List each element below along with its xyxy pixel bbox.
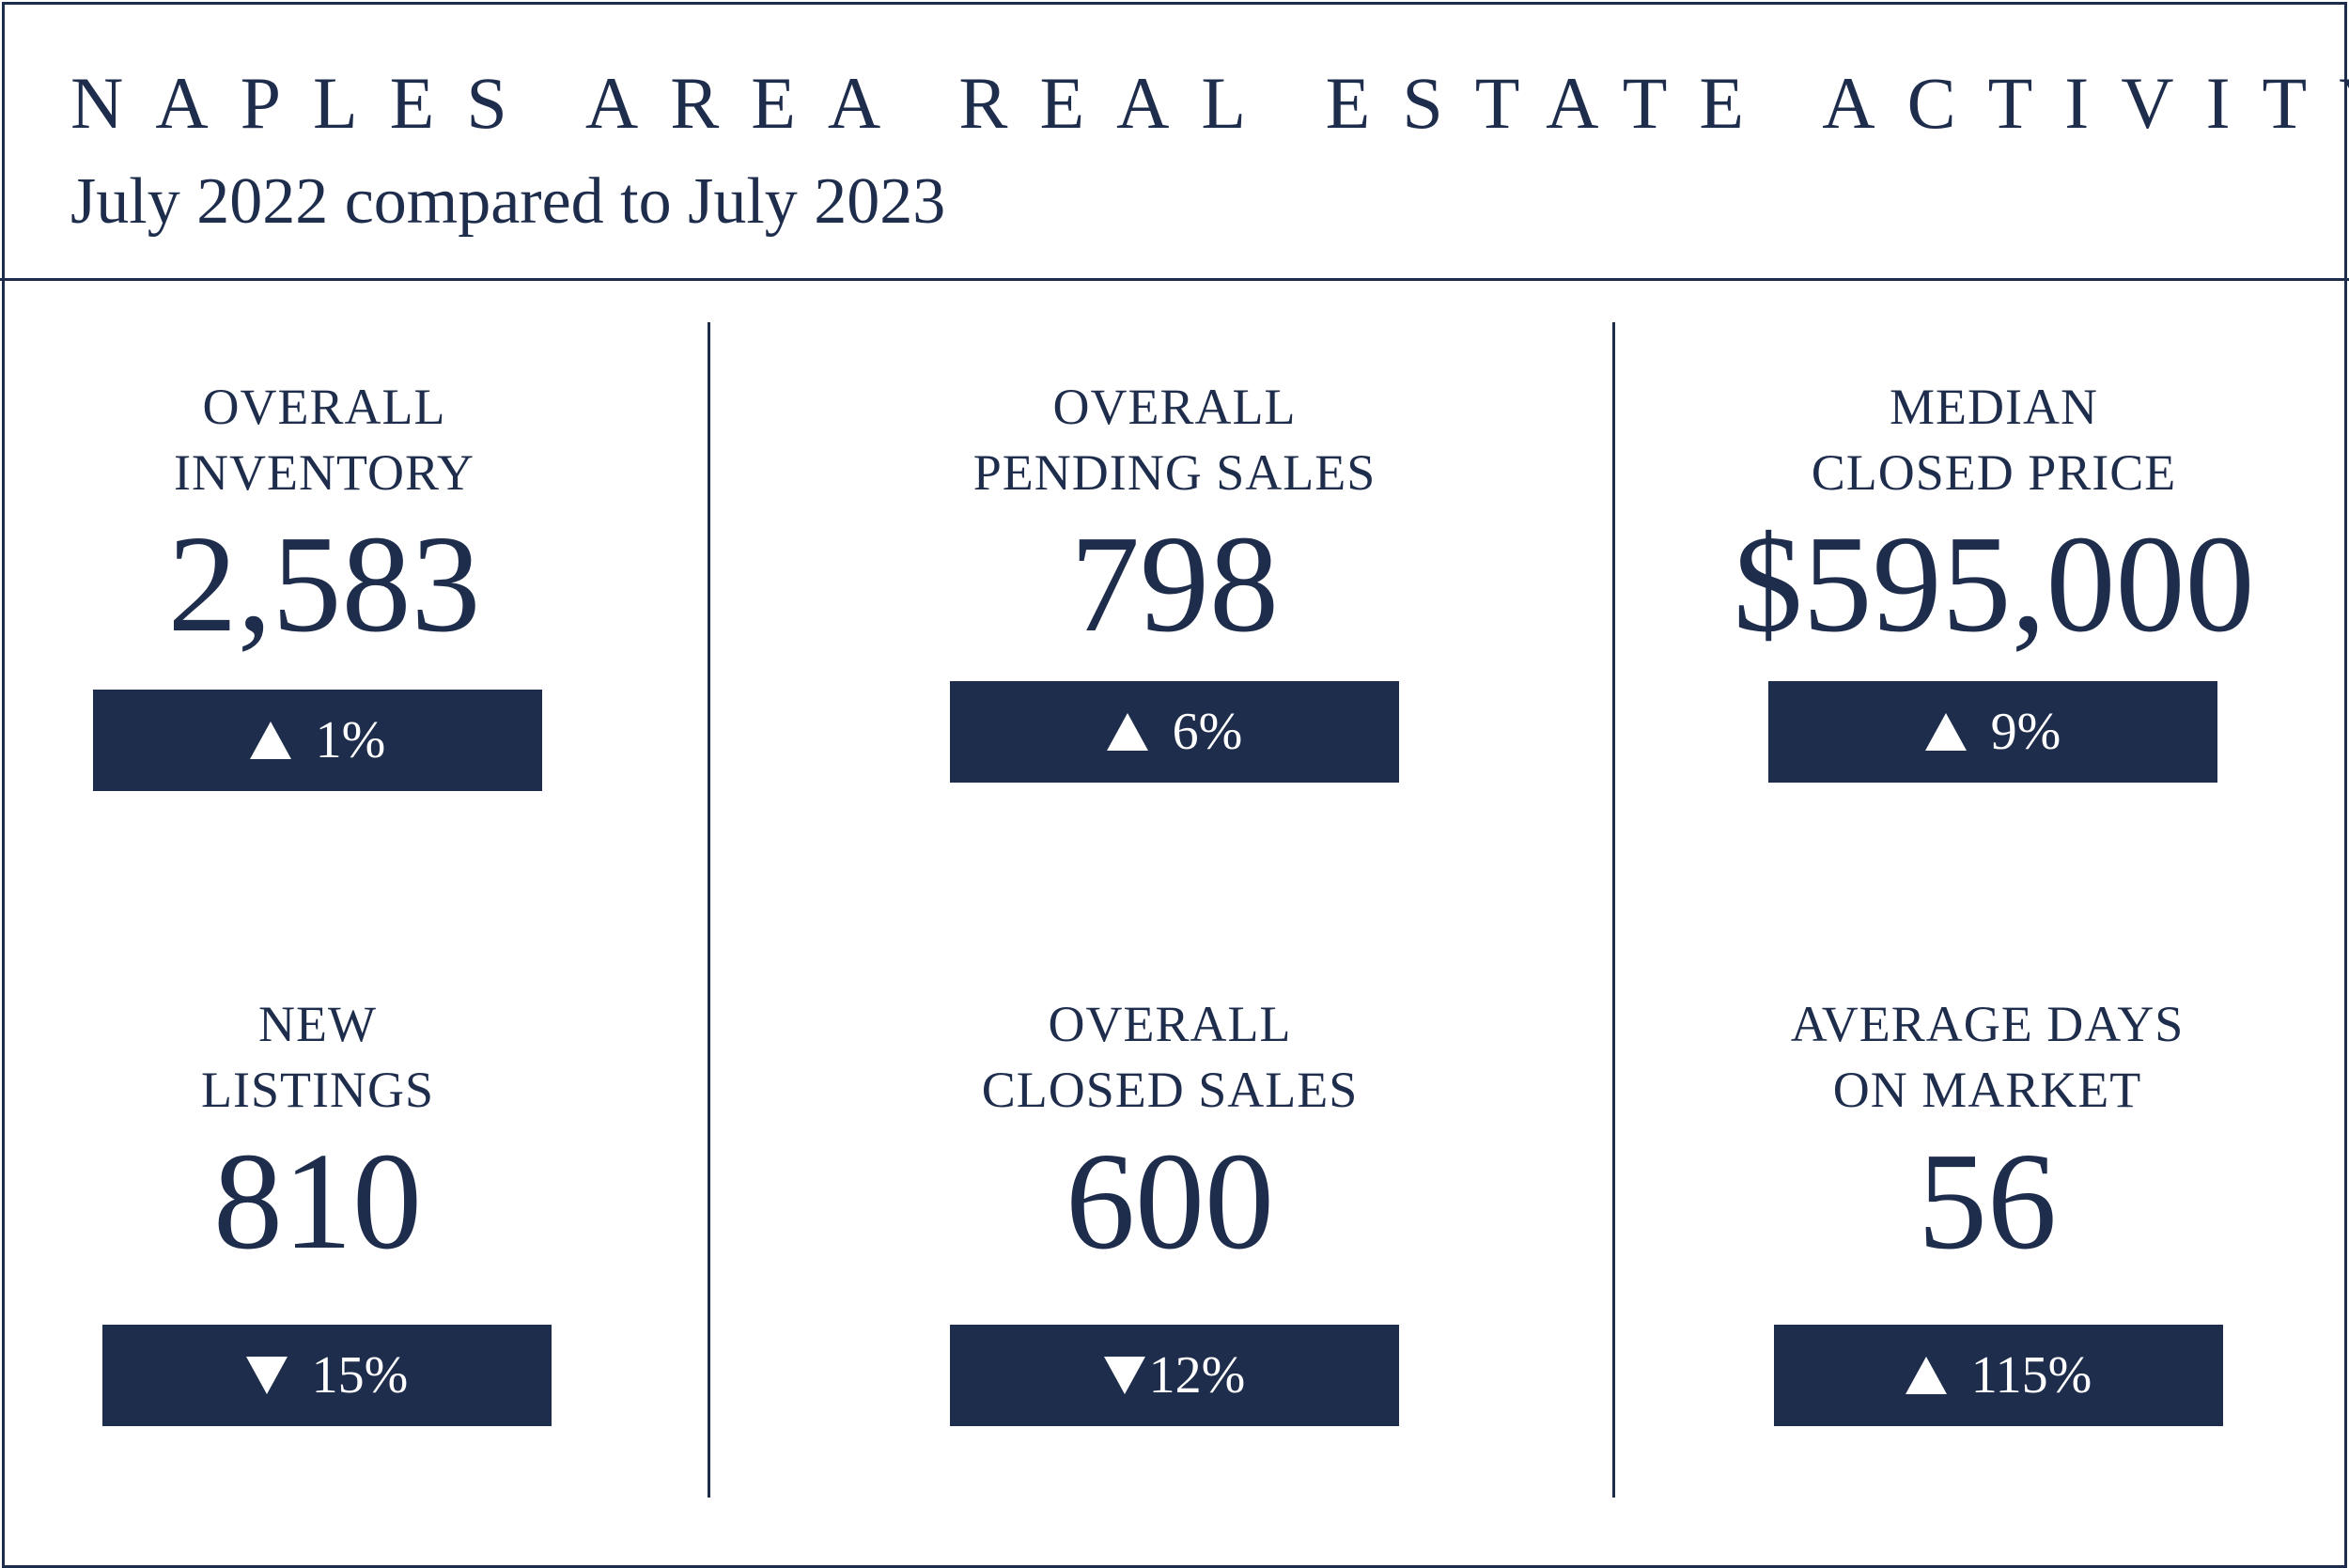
metric-value: $595,000 xyxy=(1733,507,2255,661)
metric-label-line: OVERALL xyxy=(202,379,446,435)
column-divider-left xyxy=(708,322,710,1498)
triangle-up-icon xyxy=(249,722,291,759)
metric-value: 56 xyxy=(1918,1125,2057,1279)
metric-label-line: NEW xyxy=(258,996,377,1052)
metric-average-days-on-market: AVERAGE DAYS ON MARKET 56 xyxy=(1630,991,2344,1286)
column-divider-right xyxy=(1612,322,1615,1498)
change-value: 1% xyxy=(315,711,386,769)
page-subtitle: July 2022 compared to July 2023 xyxy=(70,165,946,238)
triangle-down-icon xyxy=(245,1357,288,1394)
metric-label: AVERAGE DAYS ON MARKET xyxy=(1630,991,2344,1123)
metric-label: NEW LISTINGS xyxy=(0,991,675,1123)
change-value: 6% xyxy=(1172,703,1243,761)
change-badge-overall-closed-sales: 12% xyxy=(950,1325,1399,1426)
metric-overall-inventory: OVERALL INVENTORY 2,583 xyxy=(0,374,681,669)
metric-value: 600 xyxy=(1066,1125,1274,1279)
metric-label: OVERALL PENDING SALES xyxy=(817,374,1532,505)
change-badge-overall-pending-sales: 6% xyxy=(950,681,1399,783)
change-badge-median-closed-price: 9% xyxy=(1768,681,2217,783)
triangle-up-icon xyxy=(1924,713,1967,751)
triangle-up-icon xyxy=(1905,1357,1947,1394)
metric-label: MEDIAN CLOSED PRICE xyxy=(1637,374,2349,505)
triangle-down-icon xyxy=(1103,1357,1145,1394)
metric-label-line: AVERAGE DAYS xyxy=(1790,996,2185,1052)
metric-label-line: OVERALL xyxy=(1052,379,1297,435)
metric-label: OVERALL CLOSED SALES xyxy=(813,991,1527,1123)
metric-label-line: ON MARKET xyxy=(1832,1062,2142,1118)
metric-value: 2,583 xyxy=(167,507,481,661)
metric-label-line: LISTINGS xyxy=(201,1062,434,1118)
metric-overall-closed-sales: OVERALL CLOSED SALES 600 xyxy=(813,991,1527,1286)
metric-value: 810 xyxy=(213,1125,422,1279)
metric-label-line: CLOSED PRICE xyxy=(1811,444,2177,501)
page-title: NAPLES AREA REAL ESTATE ACTIVITY xyxy=(70,62,2349,144)
change-value: 15% xyxy=(311,1346,409,1405)
change-badge-new-listings: 15% xyxy=(102,1325,552,1426)
change-badge-average-days-on-market: 115% xyxy=(1774,1325,2223,1426)
change-value: 12% xyxy=(1148,1346,1246,1405)
metric-label-line: INVENTORY xyxy=(173,444,474,501)
metric-label-line: CLOSED SALES xyxy=(981,1062,1359,1118)
metric-label-line: PENDING SALES xyxy=(972,444,1377,501)
metric-median-closed-price: MEDIAN CLOSED PRICE $595,000 xyxy=(1637,374,2349,669)
change-value: 9% xyxy=(1990,703,2061,761)
metric-label-line: MEDIAN xyxy=(1890,379,2098,435)
triangle-up-icon xyxy=(1106,713,1148,751)
metric-value: 798 xyxy=(1070,507,1279,661)
metric-new-listings: NEW LISTINGS 810 xyxy=(0,991,675,1286)
metric-overall-pending-sales: OVERALL PENDING SALES 798 xyxy=(817,374,1532,669)
change-badge-overall-inventory: 1% xyxy=(93,690,542,791)
metric-label: OVERALL INVENTORY xyxy=(0,374,681,505)
header-divider xyxy=(0,278,2349,281)
change-value: 115% xyxy=(1970,1346,2092,1405)
metric-label-line: OVERALL xyxy=(1048,996,1292,1052)
